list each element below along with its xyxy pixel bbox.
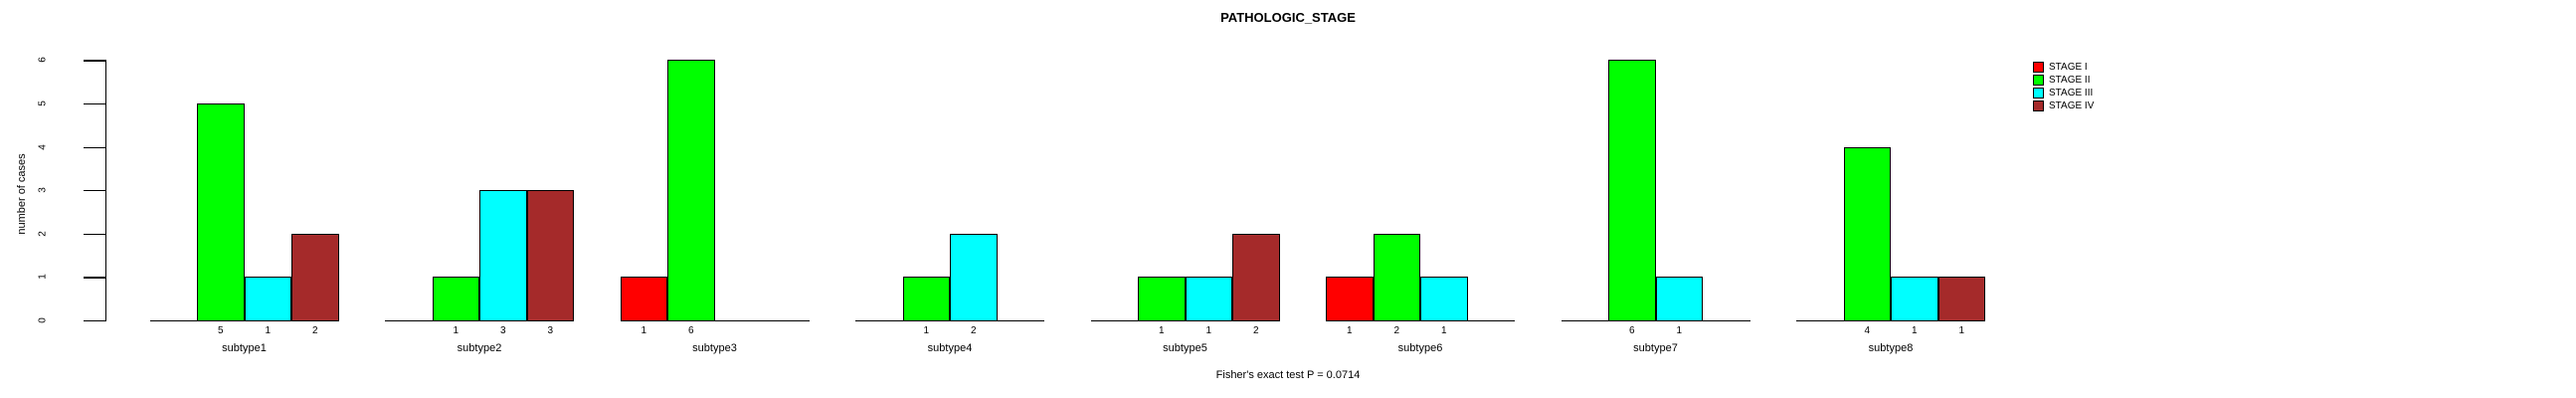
chart-title: PATHOLOGIC_STAGE xyxy=(1220,10,1356,25)
bar-subtype5-stage-iii xyxy=(1185,277,1232,321)
bar-subtype1-stage-ii xyxy=(197,102,245,321)
legend-swatch-icon xyxy=(2033,62,2044,73)
bar-subtype6-stage-i xyxy=(1326,277,1374,321)
bar-subtype7-stage-ii xyxy=(1608,60,1656,321)
bar-subtype8-stage-ii xyxy=(1843,146,1891,321)
bar-value-label: 1 xyxy=(1911,325,1918,336)
legend-swatch-icon xyxy=(2033,100,2044,111)
bar-subtype3-stage-ii xyxy=(667,60,715,321)
bar-value-label: 2 xyxy=(1252,325,1259,336)
group-label-subtype6: subtype6 xyxy=(1397,342,1443,354)
legend-label: STAGE III xyxy=(2049,88,2094,99)
x-axis-baseline xyxy=(620,320,810,322)
y-axis-tick xyxy=(84,233,105,235)
y-axis-tick-label: 2 xyxy=(37,230,49,237)
bar-group-subtype7: 6 1 subtype7 xyxy=(1561,0,1750,398)
bar-group-subtype2: 1 3 3 subtype2 xyxy=(385,0,574,398)
y-axis-tick-label: 1 xyxy=(37,274,49,281)
bar-subtype4-stage-ii xyxy=(902,277,950,321)
y-axis-tick xyxy=(84,102,105,105)
bar-subtype3-stage-i xyxy=(620,277,667,321)
bar-value-label: 1 xyxy=(453,325,460,336)
bar-value-label: 1 xyxy=(923,325,930,336)
bar-value-label: 2 xyxy=(970,325,977,336)
legend-swatch-icon xyxy=(2033,75,2044,86)
bar-subtype7-stage-iii xyxy=(1655,277,1703,321)
bar-subtype8-stage-iv xyxy=(1937,277,1985,321)
bar-group-subtype3: 1 6 subtype3 xyxy=(620,0,810,398)
bar-group-subtype1: 5 1 2 subtype1 xyxy=(149,0,339,398)
y-axis-tick-label: 6 xyxy=(37,57,49,64)
bar-value-label: 1 xyxy=(1676,325,1683,336)
bar-value-label: 5 xyxy=(217,325,224,336)
bar-value-label: 2 xyxy=(311,325,318,336)
legend-label: STAGE I xyxy=(2049,62,2088,73)
legend: STAGE I STAGE II STAGE III STAGE IV xyxy=(2033,61,2094,112)
bar-value-label: 1 xyxy=(1346,325,1353,336)
bar-value-label: 1 xyxy=(1205,325,1212,336)
bar-value-label: 1 xyxy=(1158,325,1165,336)
bar-value-label: 1 xyxy=(265,325,272,336)
y-axis-tick xyxy=(84,60,105,62)
bar-group-subtype6: 1 2 1 subtype6 xyxy=(1326,0,1515,398)
bar-value-label: 1 xyxy=(641,325,647,336)
group-label-subtype1: subtype1 xyxy=(222,342,267,354)
y-axis-tick xyxy=(84,320,105,322)
bar-group-subtype4: 1 2 subtype4 xyxy=(855,0,1044,398)
bar-subtype2-stage-ii xyxy=(432,277,479,321)
y-axis-tick xyxy=(84,146,105,148)
bar-value-label: 6 xyxy=(1628,325,1635,336)
bar-subtype1-stage-iii xyxy=(244,277,291,321)
legend-label: STAGE IV xyxy=(2049,100,2095,111)
bar-subtype5-stage-ii xyxy=(1138,277,1186,321)
y-axis-tick xyxy=(84,190,105,192)
group-label-subtype5: subtype5 xyxy=(1163,342,1207,354)
y-axis-line xyxy=(105,60,107,321)
bar-value-label: 1 xyxy=(1958,325,1965,336)
legend-label: STAGE II xyxy=(2049,75,2091,86)
group-label-subtype8: subtype8 xyxy=(1868,342,1914,354)
bar-subtype8-stage-iii xyxy=(1891,277,1938,321)
y-axis-tick-label: 3 xyxy=(37,187,49,193)
bar-value-label: 4 xyxy=(1864,325,1871,336)
y-axis-tick-label: 0 xyxy=(37,317,49,323)
bar-subtype2-stage-iv xyxy=(526,190,574,321)
legend-row-stage-ii: STAGE II xyxy=(2033,74,2094,87)
group-label-subtype4: subtype4 xyxy=(927,342,973,354)
legend-row-stage-iv: STAGE IV xyxy=(2033,100,2094,112)
group-label-subtype3: subtype3 xyxy=(692,342,737,354)
bar-value-label: 3 xyxy=(547,325,554,336)
bar-value-label: 1 xyxy=(1440,325,1447,336)
legend-row-stage-iii: STAGE III xyxy=(2033,87,2094,100)
bar-subtype5-stage-iv xyxy=(1232,233,1280,321)
group-label-subtype7: subtype7 xyxy=(1633,342,1678,354)
bar-value-label: 2 xyxy=(1393,325,1400,336)
bar-group-subtype8: 4 1 1 subtype8 xyxy=(1796,0,1985,398)
group-label-subtype2: subtype2 xyxy=(457,342,502,354)
legend-row-stage-i: STAGE I xyxy=(2033,61,2094,74)
bar-group-subtype5: 1 1 2 subtype5 xyxy=(1090,0,1280,398)
fisher-test-caption: Fisher's exact test P = 0.0714 xyxy=(1215,369,1361,381)
legend-swatch-icon xyxy=(2033,88,2044,99)
y-axis-title: number of cases xyxy=(16,153,28,235)
y-axis-tick-label: 4 xyxy=(37,143,49,150)
bar-subtype2-stage-iii xyxy=(479,190,527,321)
bar-subtype6-stage-iii xyxy=(1420,277,1468,321)
bar-subtype6-stage-ii xyxy=(1373,233,1420,321)
bar-subtype1-stage-iv xyxy=(291,233,339,321)
bar-value-label: 6 xyxy=(687,325,694,336)
y-axis-tick-label: 5 xyxy=(37,100,49,106)
y-axis-tick xyxy=(84,277,105,279)
bar-subtype4-stage-iii xyxy=(950,233,998,321)
bar-value-label: 3 xyxy=(499,325,506,336)
